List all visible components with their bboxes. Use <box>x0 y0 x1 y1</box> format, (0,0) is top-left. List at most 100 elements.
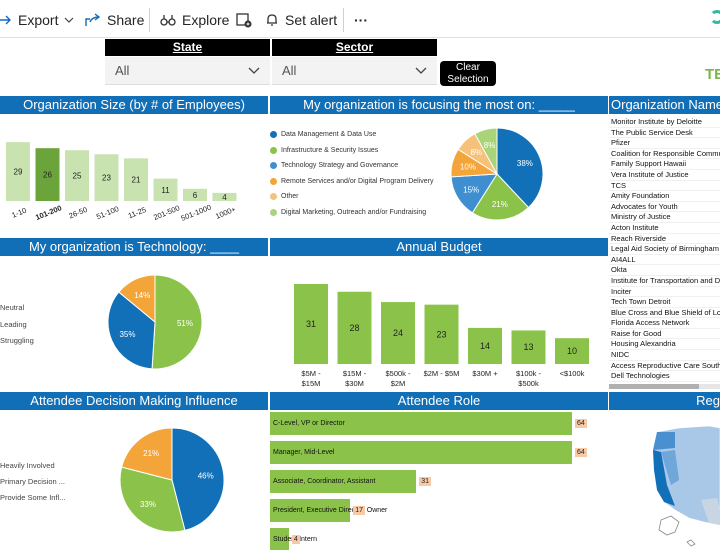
budget-bar[interactable] <box>555 338 589 364</box>
share-button[interactable]: Share <box>85 9 144 31</box>
share-icon <box>85 13 101 26</box>
set-alert-button[interactable]: Set alert <box>265 9 337 31</box>
subscribe-button[interactable] <box>236 9 258 31</box>
legend-item[interactable]: Primary Decision ... <box>0 477 65 486</box>
org-size-bar[interactable] <box>6 142 30 201</box>
role-bar[interactable] <box>270 441 572 464</box>
role-bar[interactable] <box>270 470 417 493</box>
org-name-row[interactable]: Family Support Hawaii <box>609 159 720 170</box>
scrollbar-thumb[interactable] <box>609 384 699 389</box>
legend-item[interactable]: Struggling <box>0 336 34 345</box>
role-bar[interactable] <box>270 412 572 435</box>
focus-pie-slice[interactable] <box>471 173 530 221</box>
technology-pie-slice[interactable] <box>107 291 156 370</box>
org-name-row[interactable]: Vera Institute of Justice <box>609 170 720 181</box>
org-size-bar[interactable] <box>65 150 89 201</box>
org-name-row[interactable]: Access Reproductive Care Southe <box>609 360 720 372</box>
budget-bar[interactable] <box>424 304 459 364</box>
org-name-row[interactable]: Pfizer <box>609 138 720 149</box>
role-bar[interactable] <box>270 528 289 550</box>
clear-selection-button[interactable]: Clear Selection <box>440 61 496 86</box>
org-size-value-label: 6 <box>193 191 198 200</box>
explore-label: Explore <box>182 12 230 28</box>
org-name-row[interactable]: Legal Aid Society of Birmingham <box>609 244 720 255</box>
org-name-row[interactable]: AI4ALL <box>609 255 720 266</box>
org-name-row[interactable]: Coalition for Responsible Commu <box>609 148 720 160</box>
horizontal-scrollbar[interactable] <box>609 384 720 389</box>
legend-item[interactable]: Provide Some Infl... <box>0 493 65 502</box>
budget-category-label: $100k - <box>516 369 542 378</box>
org-size-bar[interactable] <box>212 192 237 201</box>
role-bar[interactable] <box>270 499 351 522</box>
role-value-label: 64 <box>575 448 587 457</box>
org-name-row[interactable]: Advocates for Youth <box>609 202 720 213</box>
org-size-bar[interactable] <box>124 158 148 201</box>
focus-pie-slice[interactable] <box>474 127 498 175</box>
org-size-category-label: 1-10 <box>10 206 27 220</box>
org-name-row[interactable]: Amity Foundation <box>609 191 720 202</box>
org-name-row[interactable]: Reach Riverside <box>609 234 720 245</box>
org-name-row[interactable]: Blue Cross and Blue Shield of Lou <box>609 307 720 319</box>
org-size-bar[interactable] <box>183 188 207 201</box>
sector-dropdown[interactable]: All <box>272 57 437 85</box>
org-name-row[interactable]: NIDC <box>609 350 720 361</box>
binoculars-icon <box>160 15 176 26</box>
state-dropdown[interactable]: All <box>105 57 270 85</box>
org-name-row[interactable]: The Public Service Desk <box>609 128 720 139</box>
org-name-row[interactable]: Florida Access Network <box>609 318 720 329</box>
org-name-row[interactable]: Dell Technologies <box>609 371 720 382</box>
influence-pie-value-label: 21% <box>143 449 159 458</box>
legend-item[interactable]: Neutral <box>0 303 24 312</box>
focus-legend-item[interactable]: Infrastructure & Security Issues <box>270 146 378 154</box>
budget-bar[interactable] <box>468 327 502 364</box>
budget-bar[interactable] <box>337 291 372 364</box>
map-highlight-oregon <box>653 432 675 450</box>
focus-pie-value-label: 15% <box>463 185 479 194</box>
copilot-icon[interactable] <box>710 10 720 24</box>
more-options-button[interactable]: ··· <box>354 9 368 31</box>
focus-legend-item[interactable]: Remote Services and/or Digital Program D… <box>270 177 434 185</box>
budget-bar[interactable] <box>294 284 328 364</box>
org-size-bar[interactable] <box>153 178 178 201</box>
legend-item[interactable]: Heavily Involved <box>0 461 55 470</box>
technology-pie-slice[interactable] <box>118 274 156 324</box>
influence-pie-slice[interactable] <box>121 427 173 481</box>
org-size-bar[interactable] <box>35 148 60 201</box>
org-name-row[interactable]: Acton Institute <box>609 223 720 234</box>
toolbar-divider <box>343 8 344 32</box>
export-button[interactable]: Export <box>0 9 80 31</box>
focus-pie-value-label: 8% <box>471 148 483 157</box>
org-name-row[interactable]: Raise for Good <box>609 329 720 340</box>
focus-legend-item[interactable]: Technology Strategy and Governance <box>270 162 398 169</box>
focus-legend-item[interactable]: Other <box>270 193 299 200</box>
focus-pie-slice[interactable] <box>496 127 544 209</box>
org-name-title: Organization Name <box>609 96 720 114</box>
technology-pie-slice[interactable] <box>151 274 203 370</box>
org-name-row[interactable]: Ministry of Justice <box>609 212 720 223</box>
legend-item[interactable]: Leading <box>0 320 27 329</box>
budget-bar[interactable] <box>381 302 415 364</box>
explore-button[interactable]: Explore <box>160 9 229 31</box>
legend-dot <box>270 177 277 185</box>
org-name-row[interactable]: Okta <box>609 265 720 276</box>
org-name-row[interactable]: Inciter <box>609 287 720 298</box>
budget-category-label: $15M - <box>343 369 367 378</box>
clear-label-line2: Selection <box>447 74 489 85</box>
budget-bar[interactable] <box>511 330 546 364</box>
org-size-bar[interactable] <box>94 154 119 201</box>
arrow-right-icon <box>0 15 11 25</box>
calendar-add-icon <box>236 13 252 28</box>
org-name-row[interactable]: Institute for Transportation and D <box>609 275 720 287</box>
org-name-list[interactable]: Monitor Institute by Deloitte The Public … <box>609 117 720 382</box>
influence-pie-slice[interactable] <box>171 427 225 531</box>
org-name-row[interactable]: Housing Alexandria <box>609 339 720 351</box>
focus-legend-item[interactable]: Digital Marketing, Outreach and/or Fundr… <box>270 208 426 216</box>
us-map[interactable] <box>609 410 720 550</box>
org-size-value-label: 26 <box>43 171 52 180</box>
focus-legend-item[interactable]: Data Management & Data Use <box>270 131 376 138</box>
org-name-row[interactable]: Monitor Institute by Deloitte <box>609 117 720 128</box>
org-name-row[interactable]: Tech Town Detroit <box>609 297 720 308</box>
org-name-row[interactable]: TCS <box>609 181 720 192</box>
org-size-value-label: 21 <box>132 176 141 185</box>
influence-pie-slice[interactable] <box>119 466 186 533</box>
